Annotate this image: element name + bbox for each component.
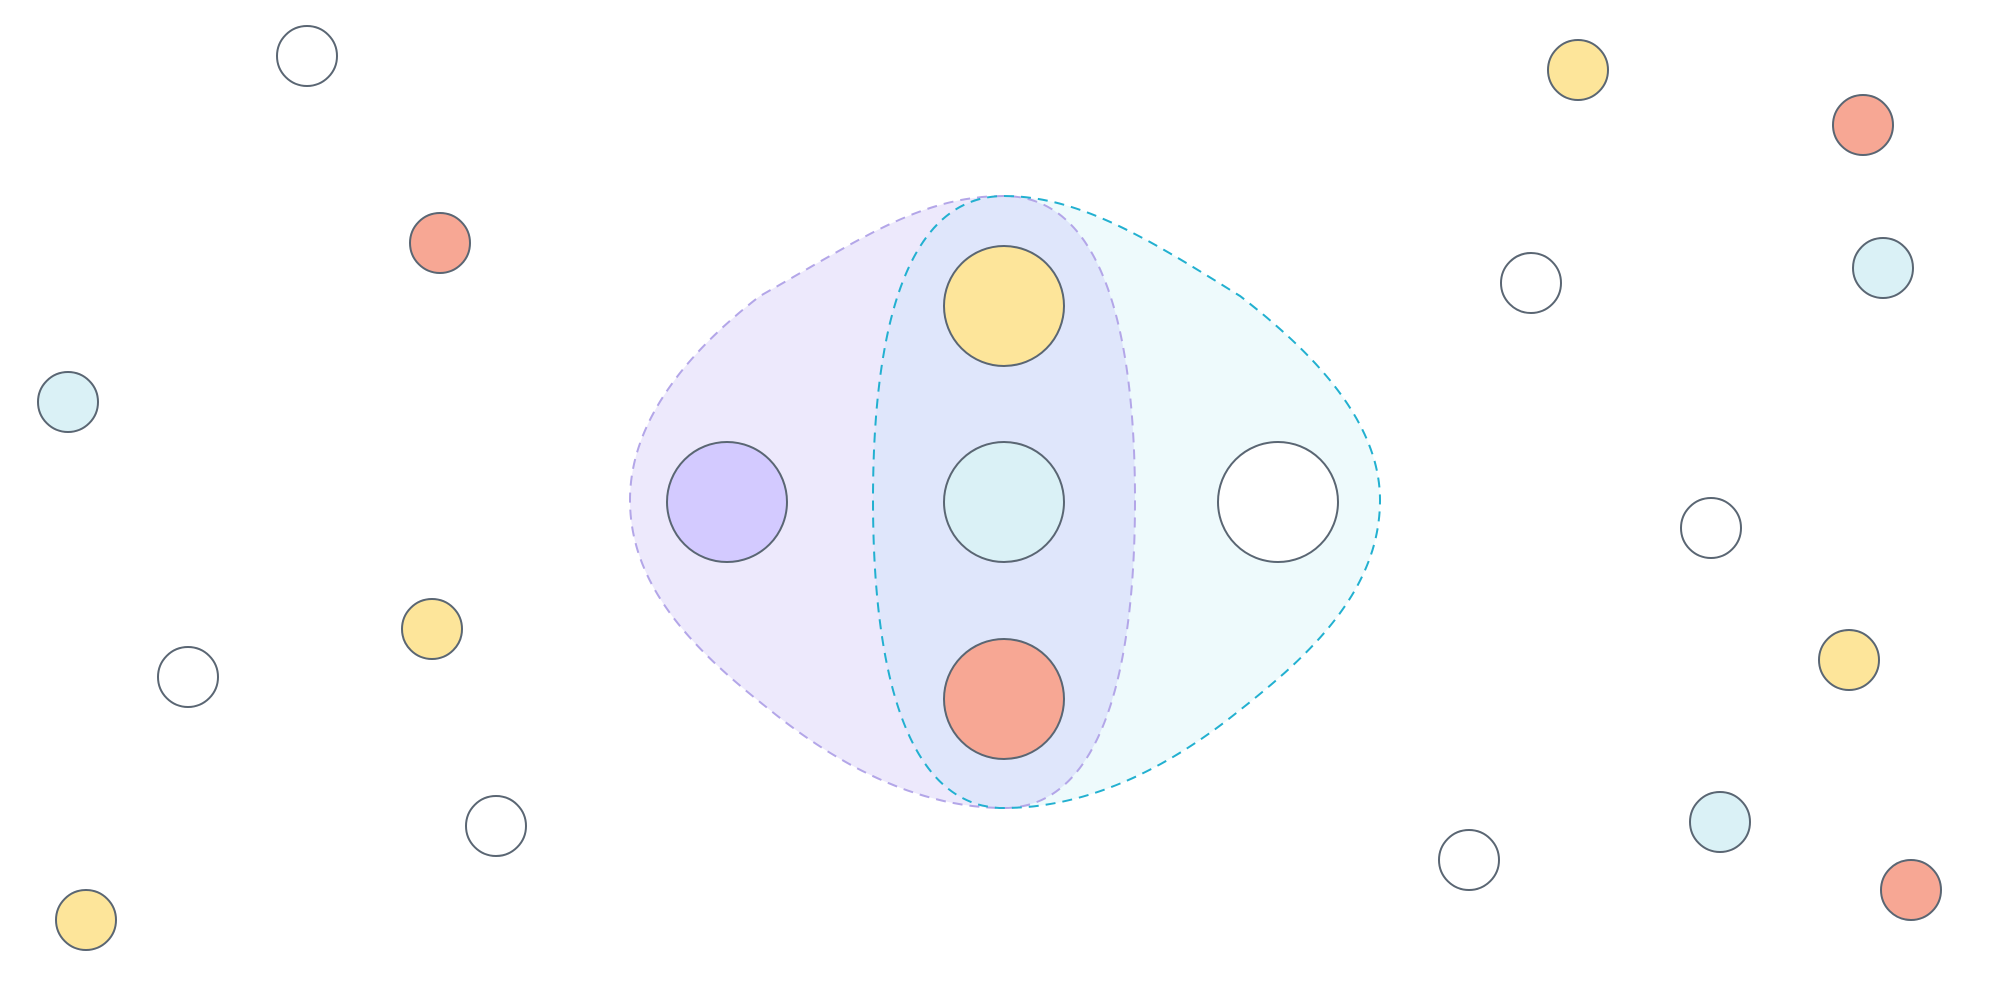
member-node-overlap-light_blue xyxy=(943,441,1065,563)
outside-node-white xyxy=(276,25,338,87)
outside-node-light_blue xyxy=(1689,791,1751,853)
outside-node-white xyxy=(1438,829,1500,891)
outside-node-light_blue xyxy=(1852,237,1914,299)
member-node-right-only-white xyxy=(1217,441,1339,563)
left-set-outline xyxy=(628,194,1137,810)
outside-node-yellow xyxy=(401,598,463,660)
outside-node-salmon xyxy=(1880,859,1942,921)
right-set-outline xyxy=(871,194,1382,810)
outside-node-yellow xyxy=(1818,629,1880,691)
outside-node-yellow xyxy=(55,889,117,951)
outside-nodes-layer xyxy=(37,25,1942,951)
member-node-overlap-salmon xyxy=(943,638,1065,760)
members-layer xyxy=(666,245,1339,760)
member-node-left-only-lavender xyxy=(666,441,788,563)
outside-node-white xyxy=(1500,252,1562,314)
outside-node-yellow xyxy=(1547,39,1609,101)
outside-node-salmon xyxy=(1832,94,1894,156)
outside-node-white xyxy=(465,795,527,857)
outside-node-white xyxy=(1680,497,1742,559)
outside-node-light_blue xyxy=(37,371,99,433)
member-node-overlap-yellow xyxy=(943,245,1065,367)
outside-node-white xyxy=(157,646,219,708)
outside-node-salmon xyxy=(409,212,471,274)
